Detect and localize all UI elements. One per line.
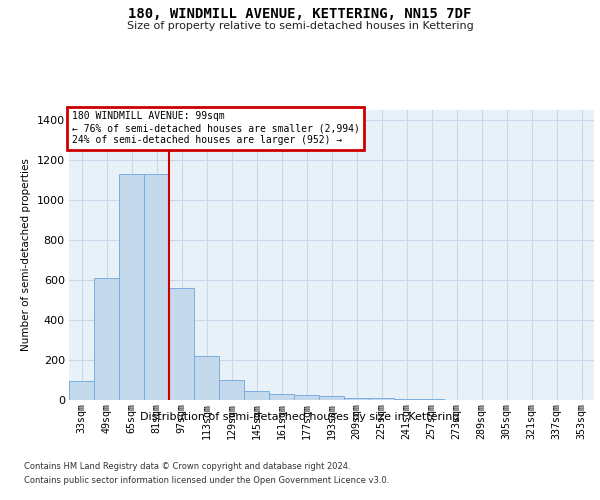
Text: Size of property relative to semi-detached houses in Kettering: Size of property relative to semi-detach…	[127, 21, 473, 31]
Bar	[119, 174, 144, 400]
Bar	[244, 391, 269, 400]
Text: 180 WINDMILL AVENUE: 99sqm
← 76% of semi-detached houses are smaller (2,994)
24%: 180 WINDMILL AVENUE: 99sqm ← 76% of semi…	[71, 112, 359, 144]
Text: Contains HM Land Registry data © Crown copyright and database right 2024.: Contains HM Land Registry data © Crown c…	[24, 462, 350, 471]
Y-axis label: Number of semi-detached properties: Number of semi-detached properties	[21, 158, 31, 352]
Bar	[194, 356, 219, 400]
Bar	[344, 398, 369, 400]
Bar	[219, 380, 244, 400]
Bar	[369, 398, 394, 400]
Bar	[69, 381, 94, 400]
Bar	[319, 396, 344, 400]
Bar	[294, 395, 319, 400]
Text: 180, WINDMILL AVENUE, KETTERING, NN15 7DF: 180, WINDMILL AVENUE, KETTERING, NN15 7D…	[128, 8, 472, 22]
Text: Contains public sector information licensed under the Open Government Licence v3: Contains public sector information licen…	[24, 476, 389, 485]
Text: Distribution of semi-detached houses by size in Kettering: Distribution of semi-detached houses by …	[140, 412, 460, 422]
Bar	[144, 174, 169, 400]
Bar	[94, 278, 119, 400]
Bar	[169, 288, 194, 400]
Bar	[394, 399, 419, 400]
Bar	[269, 394, 294, 400]
